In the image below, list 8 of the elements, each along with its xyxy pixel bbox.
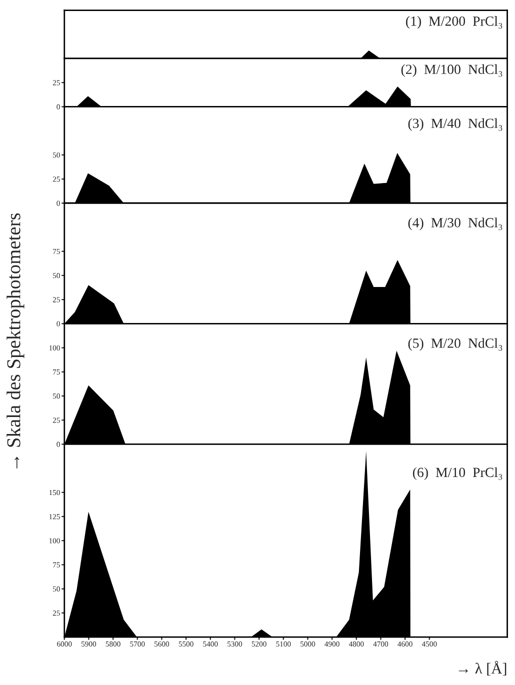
annotation: (3) M/40 NdCl₃ bbox=[408, 118, 502, 131]
x-axis-title: → λ [Å] bbox=[458, 660, 506, 676]
annotation: (6) M/10 PrCl₃ bbox=[412, 467, 502, 480]
y-axis-title: → Skala des Spektrophotometers bbox=[6, 213, 24, 468]
annotation: (5) M/20 NdCl₃ bbox=[408, 338, 502, 351]
annotation: (4) M/30 NdCl₃ bbox=[408, 218, 502, 230]
text: (1) M/200 PrCl₃ bbox=[406, 16, 502, 29]
annotation: (2) M/100 NdCl₃ bbox=[401, 64, 502, 77]
